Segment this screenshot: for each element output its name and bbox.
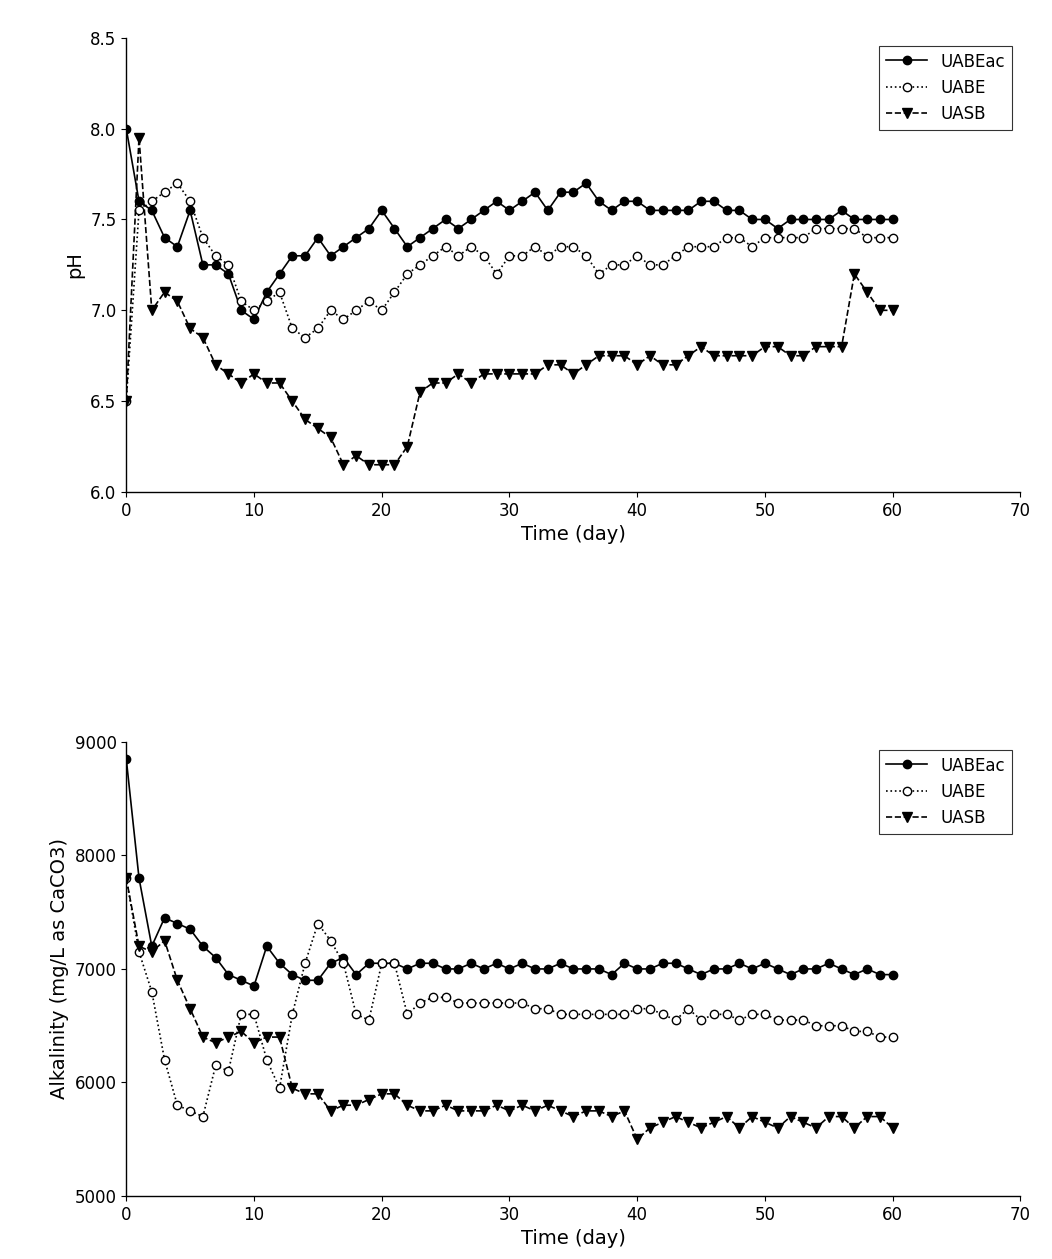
- Legend: UABEac, UABE, UASB: UABEac, UABE, UASB: [879, 750, 1012, 835]
- UASB: [286, 394, 299, 409]
- UABE: [797, 230, 810, 246]
- UABEac: [311, 230, 324, 246]
- UABEac: [542, 203, 554, 218]
- UABE: [286, 321, 299, 336]
- UASB: [554, 358, 567, 373]
- UABEac: [887, 212, 899, 227]
- UASB: [311, 421, 324, 436]
- UASB: [274, 1030, 286, 1045]
- UASB: [413, 384, 426, 399]
- Line: UABE: UABE: [122, 874, 897, 1121]
- UABEac: [120, 752, 133, 767]
- UABEac: [286, 248, 299, 263]
- UABE: [542, 248, 554, 263]
- UASB: [605, 349, 618, 364]
- UABEac: [286, 967, 299, 982]
- UASB: [120, 870, 133, 885]
- UASB: [887, 302, 899, 317]
- Line: UABEac: UABEac: [122, 754, 897, 990]
- UABEac: [311, 973, 324, 988]
- UABEac: [797, 962, 810, 977]
- UABE: [120, 394, 133, 409]
- Line: UABE: UABE: [122, 179, 897, 405]
- UASB: [388, 1087, 401, 1102]
- UABE: [311, 917, 324, 932]
- UASB: [631, 1132, 644, 1147]
- UABE: [401, 1007, 413, 1022]
- UABEac: [401, 962, 413, 977]
- UABE: [887, 230, 899, 246]
- Y-axis label: pH: pH: [65, 252, 85, 278]
- UABE: [592, 267, 605, 282]
- UASB: [120, 394, 133, 409]
- UABE: [311, 321, 324, 336]
- UABEac: [542, 962, 554, 977]
- UABE: [401, 267, 413, 282]
- Line: UASB: UASB: [121, 133, 897, 470]
- UABE: [120, 870, 133, 885]
- Line: UABEac: UABEac: [122, 125, 897, 324]
- X-axis label: Time (day): Time (day): [521, 1229, 626, 1249]
- UABE: [797, 1012, 810, 1027]
- UABE: [887, 1030, 899, 1045]
- UABEac: [247, 978, 260, 993]
- X-axis label: Time (day): Time (day): [521, 525, 626, 544]
- UASB: [337, 457, 349, 472]
- UABE: [286, 1007, 299, 1022]
- UABE: [197, 1109, 209, 1124]
- UABEac: [120, 121, 133, 136]
- UASB: [580, 1103, 592, 1118]
- UABEac: [592, 194, 605, 209]
- Y-axis label: Alkalinity (mg/L as CaCO3): Alkalinity (mg/L as CaCO3): [49, 838, 69, 1099]
- UASB: [133, 130, 145, 145]
- UASB: [887, 1121, 899, 1136]
- Legend: UABEac, UABE, UASB: UABEac, UABE, UASB: [879, 47, 1012, 130]
- UABEac: [401, 239, 413, 254]
- UASB: [797, 1114, 810, 1129]
- UABEac: [592, 962, 605, 977]
- UASB: [810, 339, 823, 354]
- UABE: [171, 175, 184, 190]
- UABEac: [797, 212, 810, 227]
- UABEac: [247, 312, 260, 327]
- Line: UASB: UASB: [121, 874, 897, 1144]
- UABE: [592, 1007, 605, 1022]
- UABE: [542, 1001, 554, 1016]
- UABEac: [887, 967, 899, 982]
- UASB: [299, 1087, 311, 1102]
- UASB: [529, 1103, 542, 1118]
